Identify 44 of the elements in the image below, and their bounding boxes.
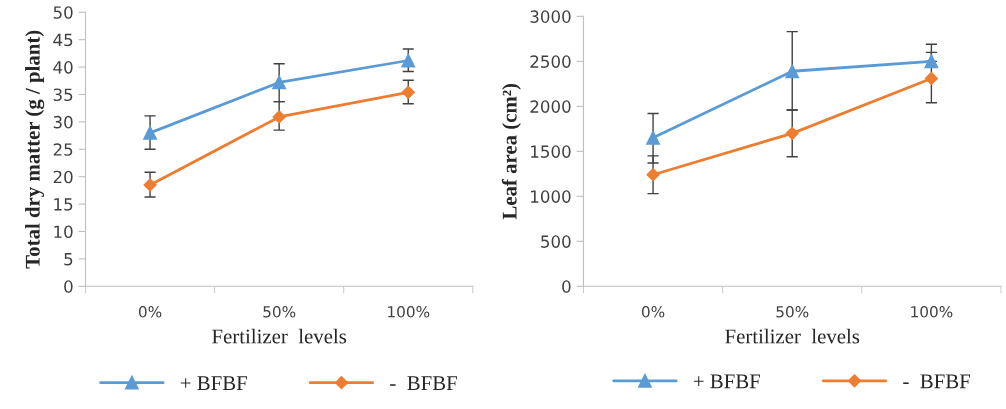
- point: [646, 130, 661, 145]
- x-tick-label: 100%: [911, 306, 953, 318]
- y-tick-label: 25: [53, 143, 73, 156]
- y-tick-label: 2000: [530, 100, 571, 113]
- legend-label: - BFBF: [390, 376, 457, 390]
- y-tick-label: 1000: [531, 190, 571, 203]
- y-tick-label: 2500: [530, 55, 571, 68]
- y-tick-label: 10: [54, 225, 73, 239]
- y-axis-title: Total dry matter (g / plant): [25, 30, 45, 269]
- point: [143, 125, 158, 140]
- y-tick-label: 30: [53, 115, 73, 129]
- legend-label: - BFBF: [903, 374, 971, 389]
- legend-label: + BFBF: [693, 374, 761, 389]
- point: [646, 168, 660, 182]
- x-tick-label: 0%: [641, 306, 665, 318]
- y-tick-label: 35: [53, 88, 73, 102]
- point: [143, 178, 157, 192]
- y-axis-title: Leaf area (cm²): [501, 83, 521, 220]
- x-axis-title: Fertilizer levels: [212, 328, 347, 344]
- point: [924, 54, 939, 69]
- point: [924, 71, 938, 86]
- x-tick-label: 50%: [776, 306, 809, 318]
- y-tick-label: 45: [53, 33, 73, 47]
- point: [401, 85, 415, 99]
- y-tick-label: 500: [541, 235, 571, 248]
- y-tick-label: 1500: [531, 145, 571, 158]
- x-axis-title: Fertilizer levels: [725, 328, 860, 344]
- y-tick-label: 5: [64, 253, 73, 266]
- y-tick-label: 20: [53, 170, 73, 184]
- point: [272, 75, 287, 90]
- y-tick-label: 3000: [530, 10, 571, 23]
- point: [401, 53, 416, 68]
- y-tick-label: 0: [562, 280, 571, 293]
- point: [785, 64, 800, 79]
- x-tick-label: 0%: [138, 306, 162, 318]
- y-tick-label: 0: [64, 280, 73, 293]
- point: [785, 126, 799, 140]
- y-tick-label: 15: [54, 198, 73, 211]
- legend-label: + BFBF: [180, 376, 247, 390]
- point: [272, 110, 286, 124]
- x-tick-label: 100%: [388, 306, 430, 318]
- y-tick-label: 50: [53, 6, 73, 19]
- y-tick-label: 40: [53, 61, 73, 74]
- x-tick-label: 50%: [263, 306, 296, 318]
